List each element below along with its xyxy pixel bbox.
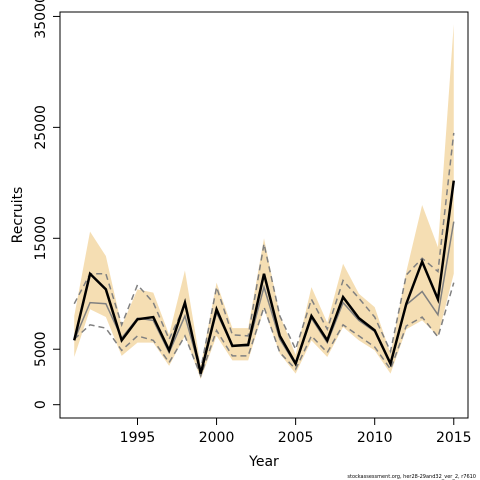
x-tick-label: 1995 [120,430,156,446]
y-tick-label: 0 [33,400,49,409]
x-tick-label: 2005 [278,430,314,446]
y-tick-label: 35000 [33,0,49,39]
series-line [73,132,455,370]
y-axis-label: Recruits [10,187,26,244]
y-tick-label: 25000 [33,105,49,150]
x-tick-label: 2015 [436,430,472,446]
x-axis-label: Year [248,454,279,470]
plot-frame [59,11,469,419]
x-tick-label: 2010 [357,430,393,446]
y-tick-label: 15000 [33,216,49,261]
series-line [73,180,456,374]
y-tick-label: 5000 [33,331,49,367]
x-tick-label: 2000 [199,430,235,446]
footer: stockassessment.org, her28-29and32_ver_2… [347,474,476,480]
